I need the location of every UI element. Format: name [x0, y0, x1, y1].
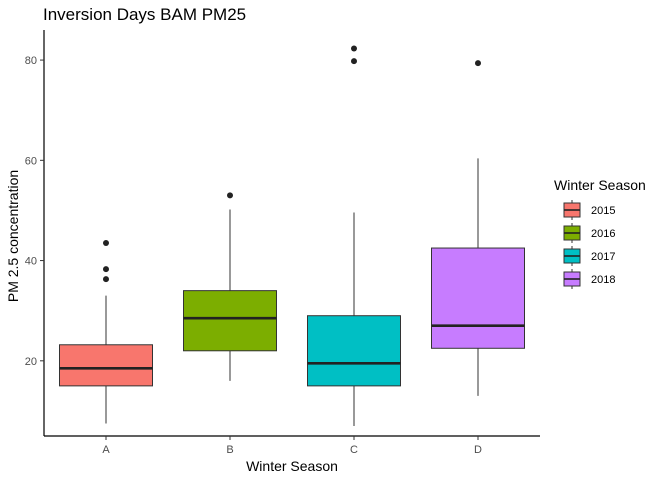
legend-item-2016: 2016 — [563, 223, 615, 243]
legend-label: 2015 — [591, 205, 615, 217]
plot-area: 20 40 60 80 A B C D — [25, 30, 540, 456]
x-tick-label: C — [350, 444, 358, 456]
y-tick-label: 60 — [25, 155, 37, 167]
legend-item-2018: 2018 — [563, 269, 615, 289]
outlier-point — [103, 266, 109, 273]
x-tick-label: A — [102, 444, 110, 456]
box-c — [307, 315, 401, 387]
x-tick-label: D — [474, 444, 482, 456]
legend-label: 2018 — [591, 274, 615, 286]
box-group-c — [307, 45, 401, 426]
y-tick-label: 40 — [25, 256, 37, 268]
box-b — [183, 290, 277, 352]
legend: Winter Season 2015 2016 2017 2018 — [554, 177, 646, 289]
legend-label: 2017 — [591, 251, 615, 263]
legend-item-2015: 2015 — [563, 200, 615, 220]
box-group-a — [59, 240, 153, 424]
legend-item-2017: 2017 — [563, 246, 615, 266]
outlier-point — [103, 276, 109, 283]
outlier-point — [351, 58, 357, 65]
outlier-point — [227, 192, 233, 199]
box-d — [431, 247, 525, 349]
legend-label: 2016 — [591, 228, 615, 240]
y-axis-title: PM 2.5 concentration — [5, 170, 21, 302]
outlier-point — [351, 45, 357, 52]
outlier-point — [475, 60, 481, 67]
outlier-point — [103, 240, 109, 247]
y-tick-label: 20 — [25, 356, 37, 368]
x-tick-label: B — [226, 444, 233, 456]
box-group-d — [431, 60, 525, 396]
box-group-b — [183, 192, 277, 381]
y-tick-label: 80 — [25, 55, 37, 67]
legend-title: Winter Season — [554, 177, 646, 193]
chart-title: Inversion Days BAM PM25 — [43, 5, 246, 24]
x-axis-title: Winter Season — [246, 458, 338, 474]
box-a — [59, 344, 153, 387]
